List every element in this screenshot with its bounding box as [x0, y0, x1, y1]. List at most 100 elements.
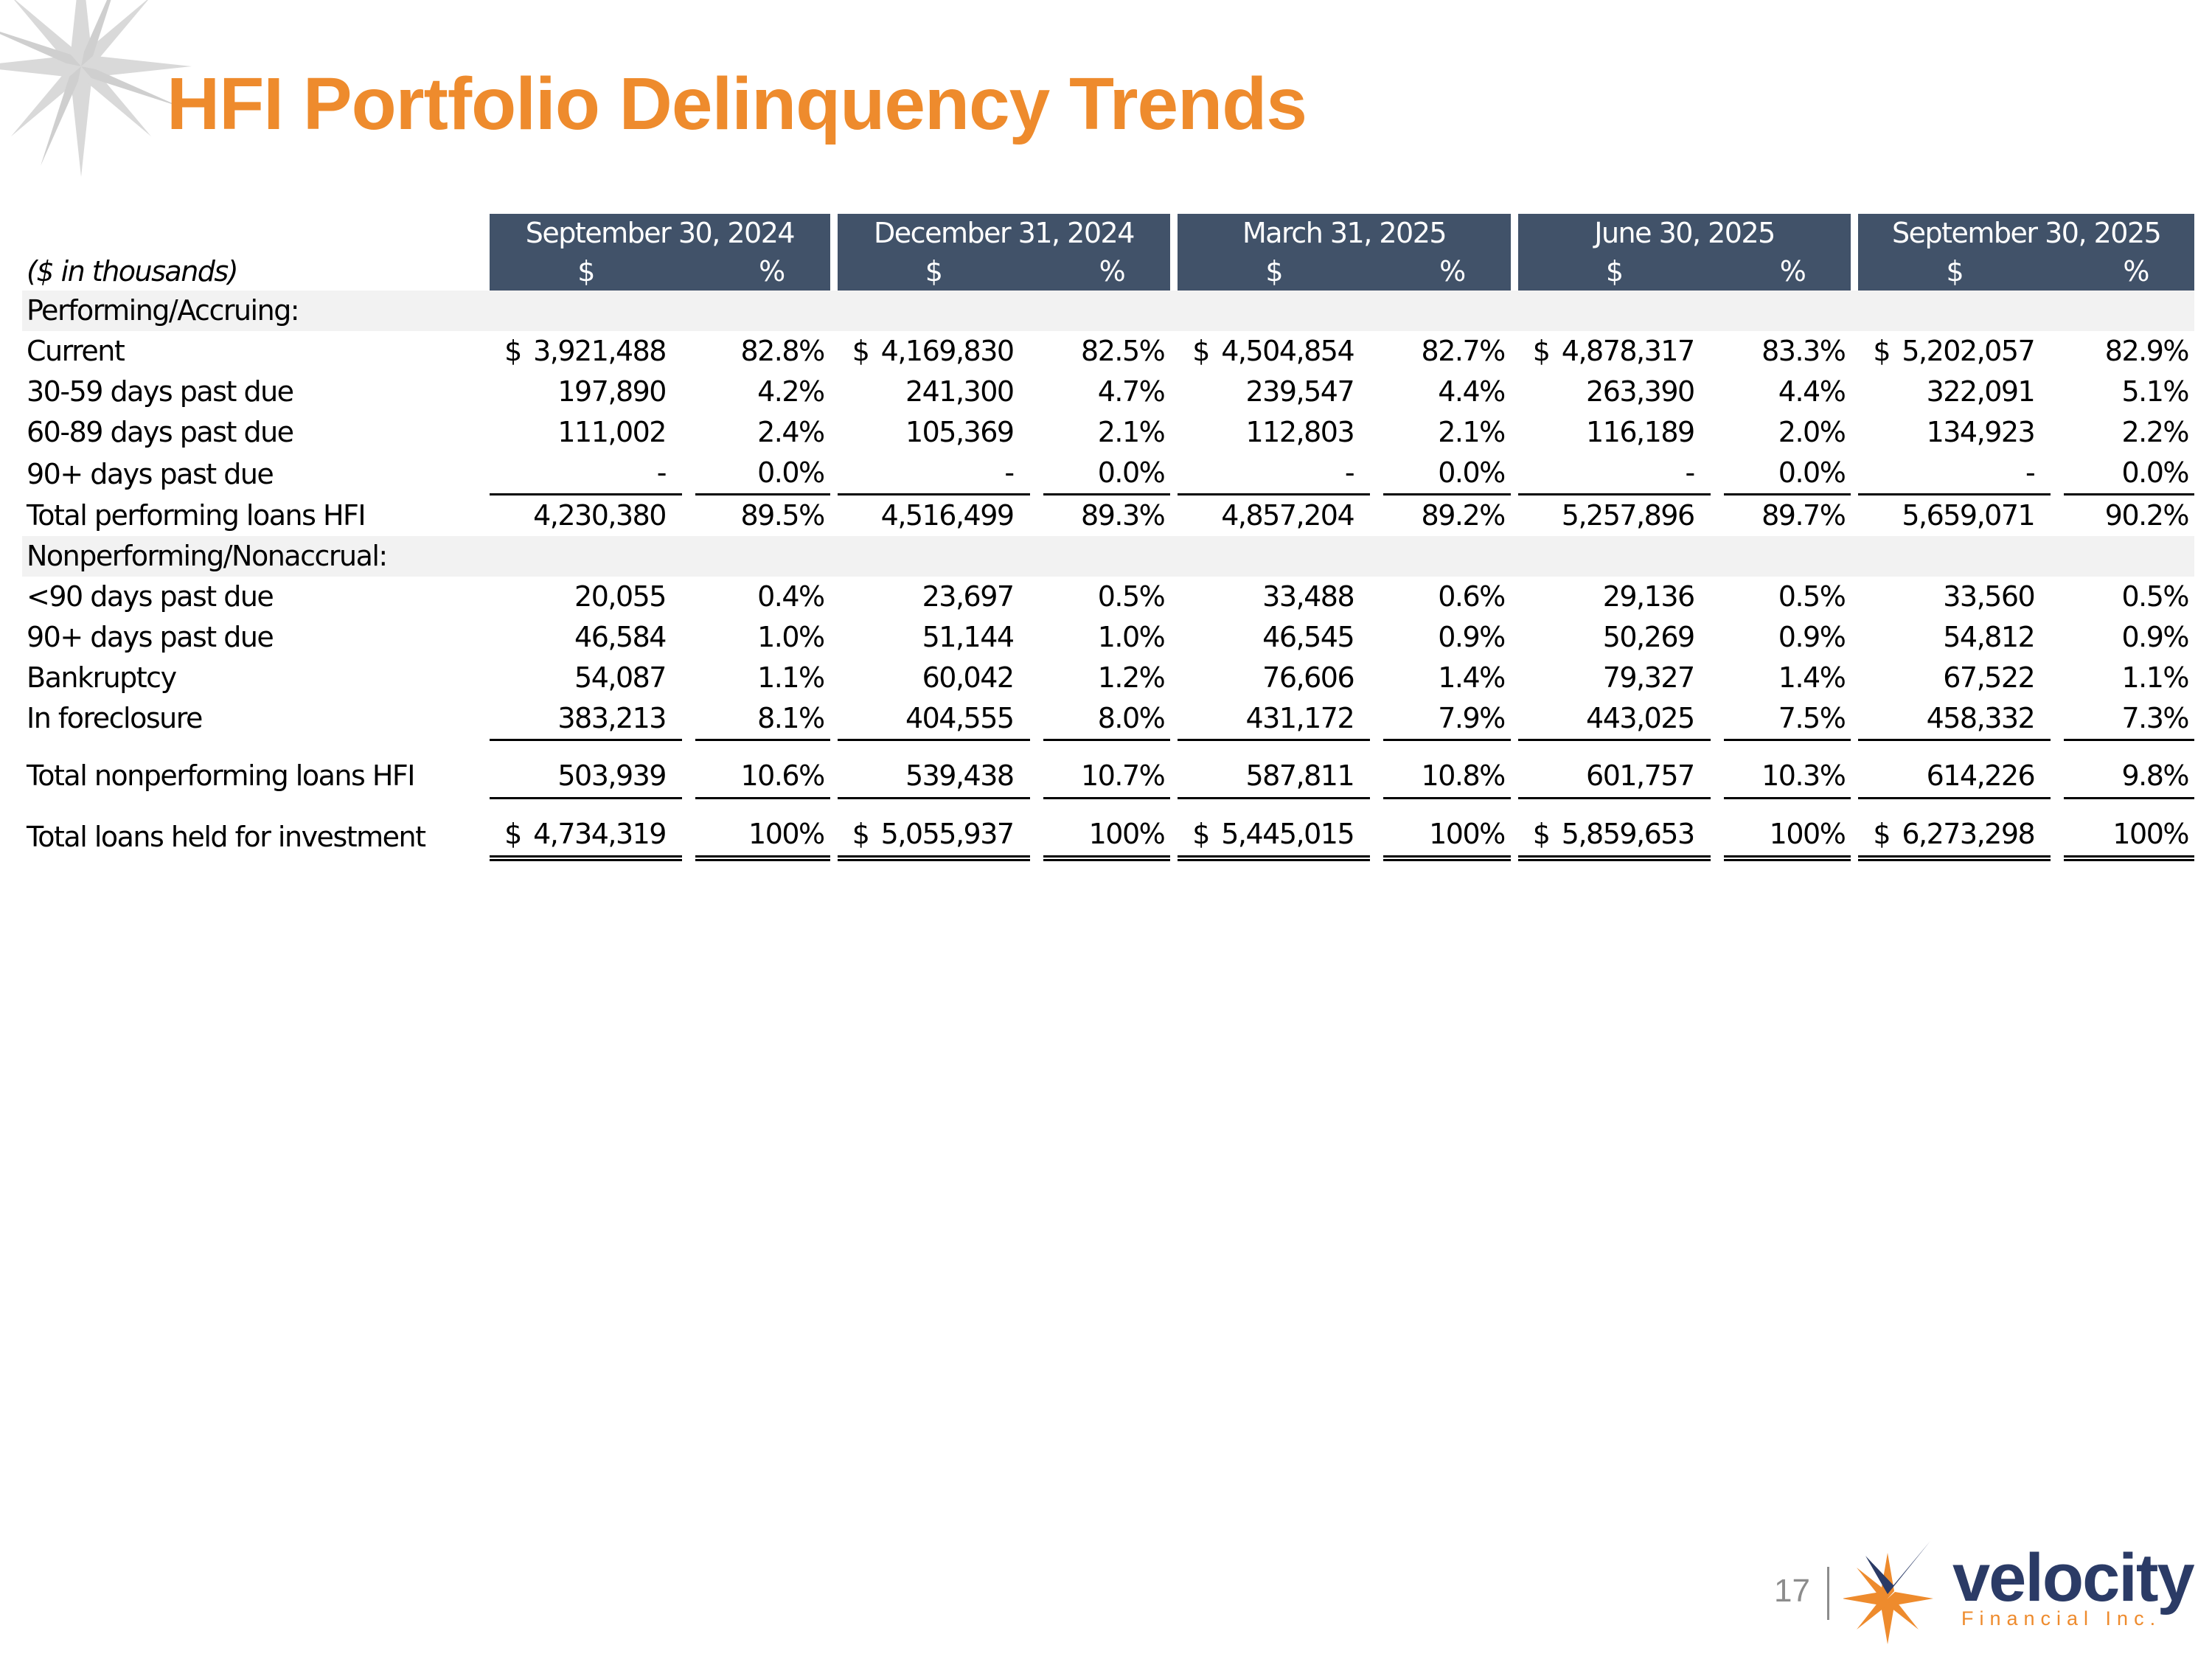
amount-cell-wrap: - [490, 453, 682, 495]
amount-cell-wrap: 404,555 [838, 698, 1030, 739]
percent-cell: 82.5% [1081, 335, 1166, 367]
period-header: September 30, 2025 [1858, 214, 2194, 252]
period-header-row: September 30, 2024 December 31, 2024 Mar… [22, 214, 2194, 252]
amount-cell-wrap: 614,226 [1858, 739, 2051, 799]
amount-value: 539,438 [905, 759, 1015, 792]
percent-cell: 89.5% [740, 499, 825, 532]
amount-cell-wrap: 5,257,896 [1518, 495, 1711, 536]
logo-subtitle: Financial Inc. [1961, 1607, 2162, 1630]
amount-cell-wrap: 197,890 [490, 372, 682, 412]
amount-cell-wrap: 33,488 [1178, 577, 1370, 617]
amount-cell-wrap: 54,812 [1858, 617, 2051, 658]
percent-cell: 89.3% [1081, 499, 1166, 532]
amount-cell-wrap: $5,202,057 [1858, 331, 2051, 372]
amount-value: 50,269 [1602, 621, 1695, 653]
percent-cell: 2.4% [757, 416, 825, 448]
percent-cell: 0.0% [1723, 453, 1851, 495]
velocity-star-icon [1843, 1541, 1933, 1644]
dollar-sign: $ [1873, 335, 1891, 367]
amount-cell-wrap: $5,055,937 [837, 799, 1030, 861]
amount-value: 263,390 [1586, 375, 1695, 408]
amount-value: 443,025 [1586, 702, 1695, 734]
table-row: <90 days past due 20,055 0.4% 23,697 0.5% 33,… [22, 577, 2194, 617]
percent-cell: 2.0% [1778, 416, 1846, 448]
amount-cell-wrap: 458,332 [1858, 698, 2051, 739]
percent-cell: 10.7% [1043, 739, 1171, 799]
amount-cell-wrap: 134,923 [1858, 412, 2051, 453]
amount-cell-wrap: 4,230,380 [490, 495, 682, 536]
amount-cell-wrap: 322,091 [1858, 372, 2051, 412]
table-row: Total loans held for investment $4,734,31… [22, 799, 2194, 861]
amount-value: 4,504,854 [1221, 335, 1354, 367]
percent-cell: 4.7% [1097, 375, 1166, 408]
percent-cell: 1.0% [1097, 621, 1166, 653]
amount-cell-wrap: - [1858, 453, 2051, 495]
dollar-sign: $ [504, 817, 522, 850]
percent-cell: 1.1% [2121, 661, 2189, 694]
dollar-sign: $ [1532, 335, 1551, 367]
row-label: Total performing loans HFI [27, 499, 366, 532]
row-label: 90+ days past due [27, 621, 274, 653]
amount-cell-wrap: $4,504,854 [1178, 331, 1370, 372]
percent-cell: 0.0% [1383, 453, 1511, 495]
table-row: Current $3,921,488 82.8% $4,169,830 82.5% $4,… [22, 331, 2194, 372]
percent-cell: 100% [2064, 799, 2194, 861]
dollar-col-header: $ [1858, 252, 2051, 291]
table-row: 60-89 days past due 111,002 2.4% 105,369 2.1… [22, 412, 2194, 453]
amount-cell-wrap: 76,606 [1178, 658, 1370, 698]
amount-value: 4,230,380 [533, 499, 667, 532]
dollar-sign: $ [852, 817, 870, 850]
amount-value: 3,921,488 [533, 335, 667, 367]
table-row: Bankruptcy 54,087 1.1% 60,042 1.2% 76,606 1.4%… [22, 658, 2194, 698]
units-label: ($ in thousands) [27, 255, 239, 288]
amount-cell-wrap: 4,857,204 [1178, 495, 1370, 536]
amount-cell-wrap: 46,545 [1178, 617, 1370, 658]
amount-cell-wrap: 116,189 [1518, 412, 1711, 453]
amount-value: 5,257,896 [1561, 499, 1695, 532]
page-number: 17 [1774, 1573, 1810, 1609]
section-label: Performing/Accruing: [22, 291, 476, 331]
amount-value: 5,202,057 [1902, 335, 2035, 367]
dollar-col-header: $ [1517, 252, 1711, 291]
amount-value: 4,878,317 [1561, 335, 1695, 367]
dollar-col-header: $ [490, 252, 682, 291]
amount-value: 431,172 [1245, 702, 1355, 734]
percent-cell: 1.4% [1438, 661, 1506, 694]
amount-cell-wrap: 111,002 [490, 412, 682, 453]
amount-value: 20,055 [574, 580, 667, 613]
column-header-row: ($ in thousands) $% $% $% $% $% [22, 252, 2194, 291]
amount-value: 51,144 [922, 621, 1015, 653]
amount-value: 54,812 [1943, 621, 2035, 653]
amount-value: - [1685, 456, 1695, 489]
amount-value: 112,803 [1245, 416, 1355, 448]
amount-value: 46,584 [574, 621, 667, 653]
amount-value: 33,488 [1262, 580, 1354, 613]
amount-value: 105,369 [905, 416, 1015, 448]
percent-cell: 83.3% [1761, 335, 1846, 367]
amount-cell-wrap: $3,921,488 [490, 331, 682, 372]
page-title: HFI Portfolio Delinquency Trends [167, 63, 1307, 145]
percent-cell: 0.5% [1097, 580, 1166, 613]
percent-cell: 0.4% [757, 580, 825, 613]
percent-cell: 7.3% [2121, 702, 2189, 734]
table-row: Total nonperforming loans HFI 503,939 10.6… [22, 739, 2194, 799]
percent-cell: 0.9% [2121, 621, 2189, 653]
percent-cell: 100% [1043, 799, 1171, 861]
percent-cell: 7.9% [1438, 702, 1506, 734]
percent-cell: 10.8% [1383, 739, 1511, 799]
amount-value: 116,189 [1586, 416, 1695, 448]
percent-cell: 0.9% [1778, 621, 1846, 653]
amount-cell-wrap: $4,734,319 [490, 799, 682, 861]
amount-cell-wrap: 431,172 [1178, 698, 1370, 739]
amount-cell-wrap: 539,438 [837, 739, 1030, 799]
percent-cell: 100% [1723, 799, 1851, 861]
amount-cell-wrap: 383,213 [490, 698, 682, 739]
logo-wordmark: velocity [1952, 1540, 2195, 1615]
dollar-sign: $ [1532, 817, 1551, 850]
percent-cell: 82.9% [2104, 335, 2190, 367]
section-header-row: Nonperforming/Nonaccrual: [22, 536, 2194, 577]
amount-value: 79,327 [1602, 661, 1695, 694]
percent-cell: 0.5% [1778, 580, 1846, 613]
percent-cell: 4.2% [757, 375, 825, 408]
pct-col-header: % [1043, 252, 1171, 291]
